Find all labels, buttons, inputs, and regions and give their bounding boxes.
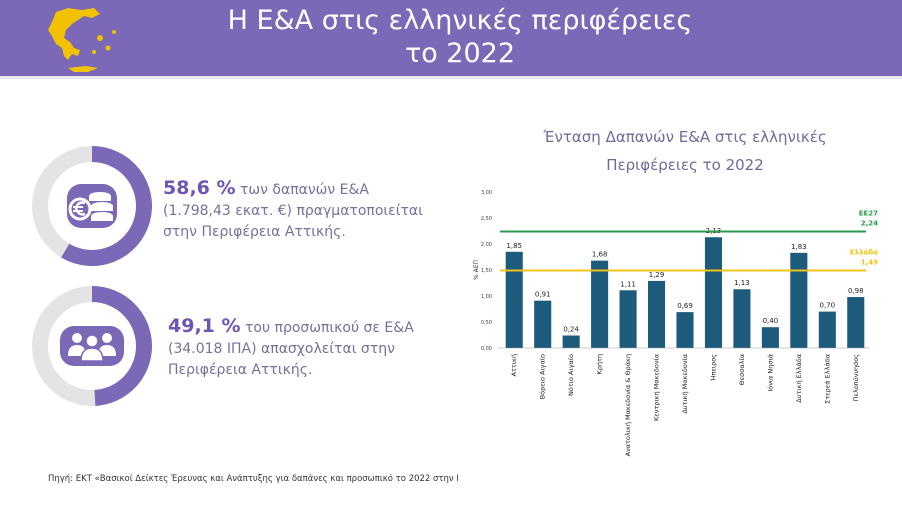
bar	[761, 327, 779, 348]
stat-value: 49,1 %	[168, 315, 241, 337]
bar	[534, 300, 552, 348]
y-tick-label: 2,00	[481, 242, 492, 248]
bar-value-label: 0,24	[563, 326, 579, 334]
bar-value-label: 0,40	[763, 317, 779, 325]
header-divider	[0, 76, 902, 79]
x-tick-label: Βόρειο Αιγαίο	[539, 354, 547, 399]
stat-text-line3: στην Περιφέρεια Αττικής.	[163, 224, 346, 240]
bar	[676, 312, 694, 348]
bar-value-label: 1,13	[734, 279, 750, 287]
bar-value-label: 1,29	[649, 271, 665, 279]
bar	[505, 251, 523, 348]
people-group-icon	[60, 326, 124, 366]
y-tick-label: 3,00	[481, 190, 492, 196]
bar-value-label: 1,11	[620, 280, 636, 288]
bar	[619, 290, 637, 348]
bar-value-label: 0,70	[820, 302, 836, 310]
bar	[591, 260, 609, 348]
stat-text-line1: του προσωπικού σε Ε&Α	[240, 320, 414, 336]
bar	[648, 280, 666, 348]
stat-text-line3: Περιφέρεια Αττικής.	[168, 362, 313, 378]
y-tick-label: 1,00	[481, 294, 492, 300]
stat-text-line2: (34.018 ΙΠΑ) απασχολείται στην	[168, 341, 395, 357]
bar	[790, 252, 808, 348]
bar	[818, 311, 836, 348]
rnd-personnel-stat: 49,1 % του προσωπικού σε Ε&Α (34.018 ΙΠΑ…	[168, 316, 438, 381]
page-title-line2: το 2022	[404, 38, 516, 69]
bar	[733, 289, 751, 348]
bar-value-label: 0,98	[848, 287, 864, 295]
chart-title-line1: Ένταση Δαπανών Ε&Α στις ελληνικές	[543, 128, 827, 146]
chart-title-line2: Περιφέρειες το 2022	[606, 156, 764, 174]
greece-map-icon	[48, 8, 116, 72]
reference-line-name: ΕΕ27	[859, 210, 878, 218]
x-tick-label: Στερεά Ελλάδα	[823, 354, 831, 404]
x-tick-label: Δυτική Ελλάδα	[795, 354, 803, 403]
reference-line-value: 2,24	[861, 220, 878, 228]
rnd-intensity-bar-chart: 0,00 0,50 1,00 1,50 2,00 2,50 3,00 % ΑΕΠ 1,85 Αττ…	[473, 190, 878, 456]
x-tick-label: Ιόνια Νησιά	[766, 354, 774, 392]
x-tick-label: Ανατολική Μακεδονία & Θράκη	[624, 354, 632, 456]
rnd-expenditure-donut	[32, 146, 152, 266]
y-tick-label: 2,50	[481, 216, 492, 222]
page-title-line1: Η Ε&Α στις ελληνικές περιφέρειες	[227, 5, 693, 36]
bar-value-label: 1,68	[592, 251, 608, 259]
bar	[562, 335, 580, 348]
bar-value-label: 1,83	[791, 243, 807, 251]
y-tick-label: 0,00	[481, 346, 492, 352]
y-axis-label: % ΑΕΠ	[473, 260, 480, 280]
bar-value-label: 0,69	[677, 302, 693, 310]
x-tick-label: Δυτική Μακεδονία	[681, 354, 689, 414]
page-title: Η Ε&Α στις ελληνικές περιφέρειες το 2022	[180, 4, 740, 70]
x-tick-label: Θεσσαλία	[738, 354, 746, 385]
rnd-expenditure-stat: 58,6 % των δαπανών Ε&Α (1.798,43 εκατ. €…	[163, 178, 433, 243]
x-tick-label: Αττική	[510, 354, 518, 376]
bar	[847, 297, 865, 348]
x-tick-label: Πελοπόννησος	[852, 354, 860, 402]
bar	[704, 237, 722, 348]
source-note: Πηγή: ΕΚΤ «Βασικοί Δείκτες Έρευνας και Α…	[48, 474, 458, 484]
chart-title: Ένταση Δαπανών Ε&Α στις ελληνικές Περιφέ…	[515, 123, 855, 179]
stat-text-line2: (1.798,43 εκατ. €) πραγματοποιείται	[163, 203, 423, 219]
bar-value-label: 1,85	[506, 242, 522, 250]
reference-line-name: Ελλάδα	[850, 249, 878, 257]
y-tick-label: 1,50	[481, 268, 492, 274]
header-bar: Η Ε&Α στις ελληνικές περιφέρειες το 2022	[0, 0, 902, 76]
y-tick-label: 0,50	[481, 320, 492, 326]
euro-coins-icon	[67, 184, 117, 228]
bar-value-label: 0,91	[535, 291, 551, 299]
stat-text-line1: των δαπανών Ε&Α	[235, 182, 370, 198]
stat-value: 58,6 %	[163, 177, 236, 199]
x-tick-label: Ήπειρος	[709, 354, 717, 382]
rnd-personnel-donut	[32, 286, 152, 406]
x-tick-label: Νότιο Αιγαίο	[567, 354, 575, 396]
x-tick-label: Κεντρική Μακεδονία	[653, 354, 661, 421]
reference-line-value: 1,49	[861, 259, 878, 267]
x-tick-label: Κρήτη	[596, 354, 604, 375]
